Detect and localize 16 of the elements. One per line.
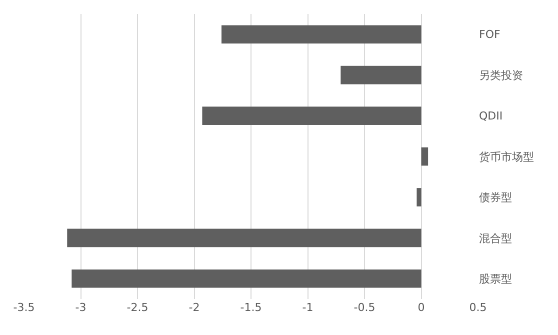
y-tick-label: 债券型 [479, 191, 512, 204]
y-tick-label: 混合型 [479, 232, 512, 245]
x-tick-label: 0 [418, 301, 425, 314]
y-tick-label: FOF [479, 28, 500, 42]
x-tick-label: 0.5 [469, 301, 487, 314]
x-tick-label: -3 [75, 301, 86, 314]
x-tick-label: -2 [188, 301, 200, 314]
x-tick-label: -0.5 [354, 301, 376, 314]
x-tick-label: -1.5 [240, 301, 262, 314]
y-tick-label: 货币市场型 [479, 150, 534, 164]
y-tick-label: QDII [479, 110, 503, 123]
y-tick-label: 股票型 [479, 272, 512, 286]
x-tick-label: -3.5 [13, 301, 35, 314]
y-tick-label: 另类投资 [479, 68, 523, 82]
x-tick-label: -2.5 [126, 301, 148, 314]
x-tick-label: -1 [302, 301, 314, 314]
